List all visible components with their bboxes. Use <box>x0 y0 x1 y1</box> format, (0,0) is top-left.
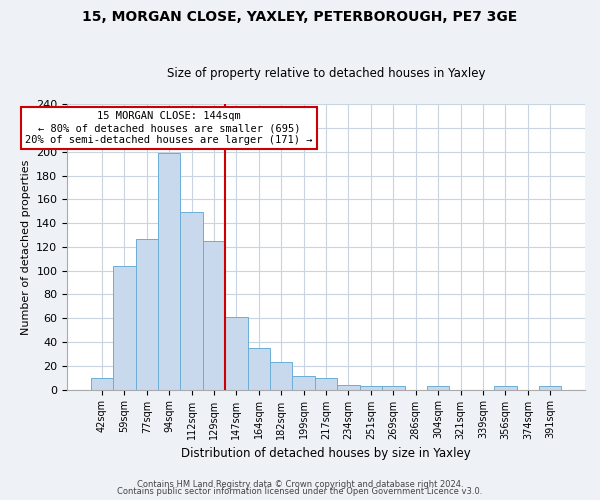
Bar <box>494 386 517 390</box>
Text: 15 MORGAN CLOSE: 144sqm
← 80% of detached houses are smaller (695)
20% of semi-d: 15 MORGAN CLOSE: 144sqm ← 80% of detache… <box>25 112 313 144</box>
Bar <box>360 386 382 390</box>
Bar <box>292 376 315 390</box>
Bar <box>225 317 248 390</box>
Title: Size of property relative to detached houses in Yaxley: Size of property relative to detached ho… <box>167 66 485 80</box>
Bar <box>539 386 562 390</box>
Bar <box>136 238 158 390</box>
Bar <box>382 386 404 390</box>
Bar <box>203 241 225 390</box>
Y-axis label: Number of detached properties: Number of detached properties <box>20 159 31 334</box>
Bar <box>248 348 270 390</box>
Text: Contains public sector information licensed under the Open Government Licence v3: Contains public sector information licen… <box>118 487 482 496</box>
Bar <box>181 212 203 390</box>
Bar <box>270 362 292 390</box>
Bar <box>427 386 449 390</box>
Bar <box>337 385 360 390</box>
X-axis label: Distribution of detached houses by size in Yaxley: Distribution of detached houses by size … <box>181 447 471 460</box>
Bar <box>158 153 181 390</box>
Bar <box>113 266 136 390</box>
Bar <box>315 378 337 390</box>
Text: Contains HM Land Registry data © Crown copyright and database right 2024.: Contains HM Land Registry data © Crown c… <box>137 480 463 489</box>
Text: 15, MORGAN CLOSE, YAXLEY, PETERBOROUGH, PE7 3GE: 15, MORGAN CLOSE, YAXLEY, PETERBOROUGH, … <box>82 10 518 24</box>
Bar <box>91 378 113 390</box>
